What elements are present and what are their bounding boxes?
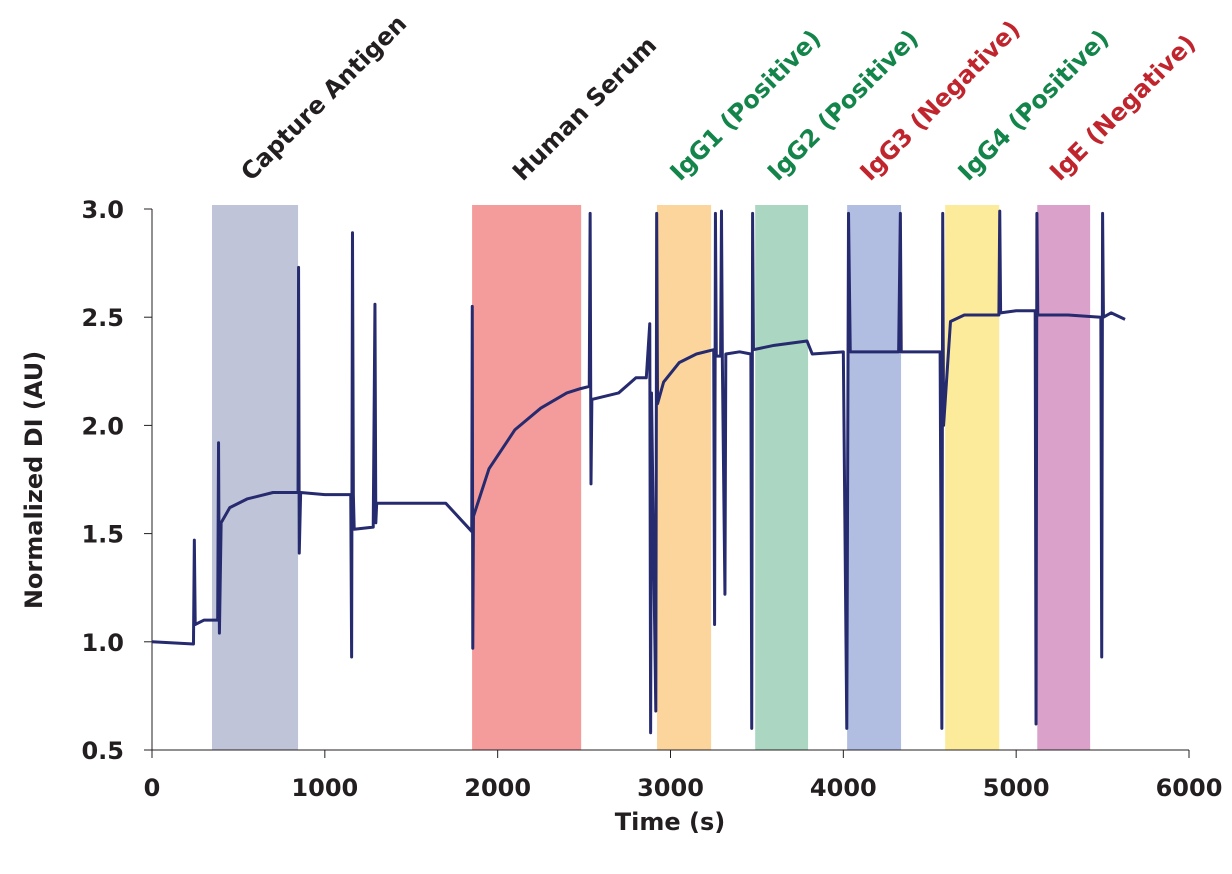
y-tick-label: 0.5 — [81, 737, 124, 765]
band — [847, 205, 902, 750]
y-tick-label: 1.0 — [81, 629, 124, 657]
band — [472, 205, 582, 750]
x-axis-title: Time (s) — [615, 808, 725, 836]
band — [211, 205, 299, 750]
band-label: IgG3 (Negative) — [855, 15, 1026, 186]
band-label: Capture Antigen — [235, 10, 412, 187]
band — [945, 205, 1000, 750]
x-tick-label: 5000 — [983, 774, 1050, 802]
y-tick-label: 1.5 — [81, 521, 124, 549]
y-tick-label: 3.0 — [81, 196, 124, 224]
data-line — [151, 209, 1126, 735]
y-axis-title: Normalized DI (AU) — [20, 351, 48, 609]
band-label: Human Serum — [507, 31, 662, 186]
band — [755, 205, 809, 750]
x-tick-label: 2000 — [464, 774, 531, 802]
y-tick-label: 2.5 — [81, 304, 124, 332]
x-tick-label: 3000 — [637, 774, 704, 802]
y-tick-label: 2.0 — [81, 412, 124, 440]
band — [1037, 205, 1091, 750]
band — [657, 205, 712, 750]
x-tick-label: 1000 — [291, 774, 358, 802]
x-tick-label: 0 — [144, 774, 161, 802]
x-tick-label: 6000 — [1156, 774, 1223, 802]
x-tick-label: 4000 — [810, 774, 877, 802]
